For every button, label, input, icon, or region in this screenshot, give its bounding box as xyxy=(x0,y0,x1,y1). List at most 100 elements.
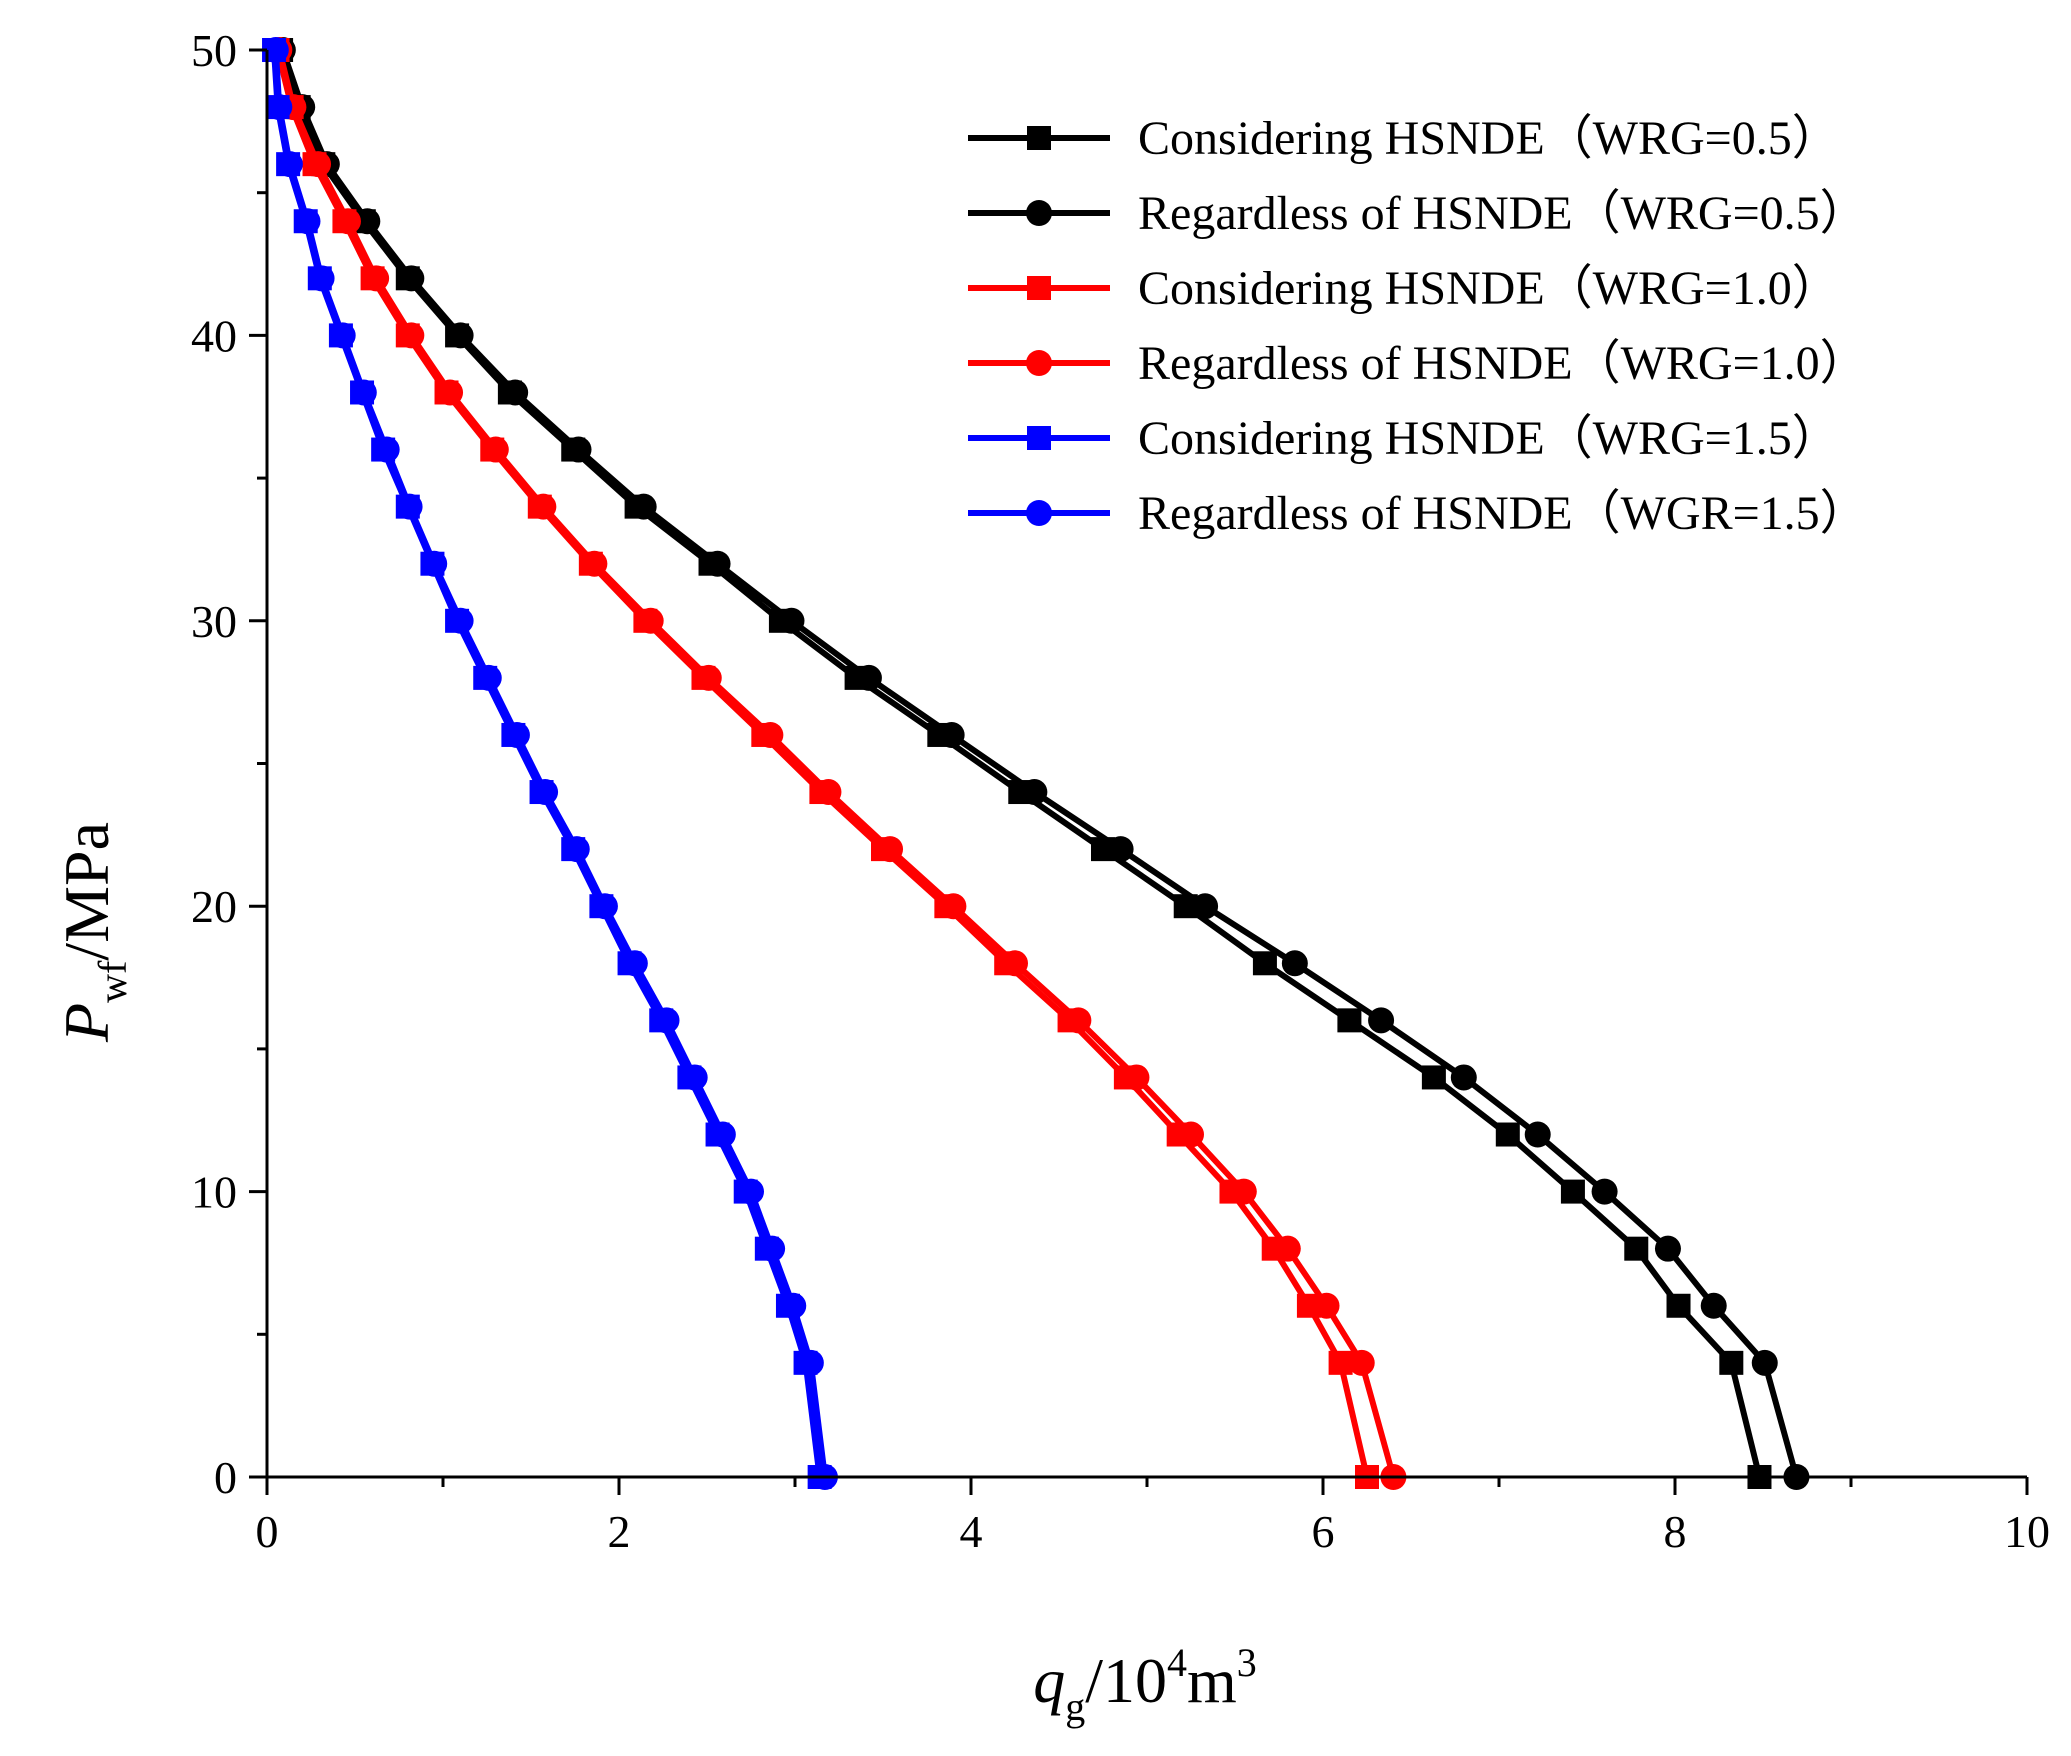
data-point xyxy=(398,265,425,292)
data-point xyxy=(447,322,474,349)
y-axis-title-symbol: P xyxy=(51,1003,122,1043)
data-point xyxy=(1524,1121,1551,1148)
legend-marker xyxy=(1026,200,1052,226)
x-axis-title-subscript: g xyxy=(1065,1684,1085,1729)
data-point xyxy=(1123,1064,1150,1091)
data-point xyxy=(1002,950,1028,977)
y-tick-label: 20 xyxy=(191,881,237,932)
data-point xyxy=(653,1007,680,1034)
data-point xyxy=(398,322,425,349)
data-point xyxy=(709,1121,736,1148)
data-point xyxy=(1560,1179,1585,1204)
x-axis-title-divisor: /10 xyxy=(1085,1645,1167,1716)
data-point xyxy=(695,664,722,691)
data-point xyxy=(396,493,423,520)
data-point xyxy=(1021,779,1048,806)
data-point xyxy=(502,379,529,406)
series-6 xyxy=(262,37,838,1490)
x-axis-title-unit: m xyxy=(1187,1645,1237,1716)
x-tick-label: 4 xyxy=(960,1506,983,1557)
x-tick-label: 8 xyxy=(1664,1506,1687,1557)
data-point xyxy=(1495,1122,1520,1147)
legend-marker xyxy=(1026,350,1052,376)
data-point xyxy=(475,664,502,691)
data-point xyxy=(1252,951,1277,976)
legend-entry: Regardless of HSNDE（WRG=0.5） xyxy=(968,187,1868,240)
data-point xyxy=(1666,1293,1691,1318)
legend-label: Considering HSNDE（WRG=0.5） xyxy=(1138,112,1840,165)
y-tick-label: 40 xyxy=(191,310,237,361)
data-point xyxy=(1368,1007,1395,1034)
data-point xyxy=(1328,1350,1353,1375)
data-point xyxy=(797,1349,824,1376)
data-point xyxy=(1348,1349,1375,1376)
data-point xyxy=(1450,1064,1477,1091)
data-point xyxy=(1337,1008,1362,1033)
data-point xyxy=(938,721,965,748)
legend-entry: Considering HSNDE（WRG=1.5） xyxy=(968,412,1840,465)
data-point xyxy=(738,1178,764,1205)
data-point xyxy=(1230,1178,1257,1205)
data-point xyxy=(630,493,657,520)
data-point xyxy=(373,436,400,463)
legend-label: Regardless of HSNDE（WGR=1.5） xyxy=(1138,487,1868,540)
data-point xyxy=(563,836,590,863)
data-point xyxy=(437,379,464,406)
y-tick-label: 30 xyxy=(191,596,237,647)
data-point xyxy=(759,1235,786,1262)
data-point xyxy=(1313,1292,1340,1319)
data-point xyxy=(877,836,904,863)
legend-label: Regardless of HSNDE（WRG=1.0） xyxy=(1138,337,1868,390)
data-point xyxy=(591,893,618,920)
data-point xyxy=(637,607,664,634)
data-point xyxy=(704,550,731,577)
data-point xyxy=(565,436,592,463)
series-layer xyxy=(262,37,1810,1490)
data-point xyxy=(1421,1065,1446,1090)
data-point xyxy=(354,208,381,235)
x-axis-title: qg/104m3 xyxy=(1033,1640,1257,1729)
legend-entry: Regardless of HSNDE（WGR=1.5） xyxy=(968,487,1868,540)
y-tick-label: 50 xyxy=(191,25,237,76)
x-axis-title-symbol: q xyxy=(1033,1645,1065,1716)
x-tick-label: 6 xyxy=(1312,1506,1335,1557)
x-axis-title-exponent: 4 xyxy=(1167,1640,1187,1685)
data-point xyxy=(780,1292,807,1319)
data-point xyxy=(1107,836,1134,863)
data-point xyxy=(581,550,608,577)
series-4 xyxy=(266,37,1407,1490)
y-axis-title: Pwf/MPa xyxy=(51,822,135,1043)
data-point xyxy=(1700,1292,1727,1319)
data-point xyxy=(1178,1121,1204,1148)
data-point xyxy=(757,721,784,748)
legend-label: Regardless of HSNDE（WRG=0.5） xyxy=(1138,187,1868,240)
legend-entry: Regardless of HSNDE（WRG=1.0） xyxy=(968,337,1868,390)
y-axis-title-unit: /MPa xyxy=(51,822,122,961)
legend: Considering HSNDE（WRG=0.5） Regardless of … xyxy=(968,112,1868,540)
legend-label: Considering HSNDE（WRG=1.0） xyxy=(1138,262,1840,315)
data-point xyxy=(447,607,474,634)
y-tick-label: 10 xyxy=(191,1167,237,1218)
data-point xyxy=(266,94,293,121)
y-axis-title-subscript: wf xyxy=(90,960,135,1003)
data-point xyxy=(262,37,289,63)
data-point xyxy=(1281,950,1308,977)
data-point xyxy=(855,664,882,691)
x-tick-label: 2 xyxy=(608,1506,631,1557)
data-point xyxy=(815,779,842,806)
data-point xyxy=(421,550,448,577)
data-point xyxy=(621,950,648,977)
data-point xyxy=(681,1064,708,1091)
data-point xyxy=(350,379,377,406)
data-point xyxy=(778,607,805,634)
data-point xyxy=(1274,1235,1301,1262)
data-point xyxy=(530,493,557,520)
legend-marker xyxy=(1027,426,1051,450)
data-point xyxy=(1719,1350,1744,1375)
legend-entry: Considering HSNDE（WRG=1.0） xyxy=(968,262,1840,315)
data-point xyxy=(363,265,390,292)
data-point xyxy=(334,208,361,235)
legend-marker xyxy=(1026,500,1052,526)
axes-layer: 0 2 4 6 8 10 0 10 20 30 40 50 xyxy=(191,25,2050,1557)
